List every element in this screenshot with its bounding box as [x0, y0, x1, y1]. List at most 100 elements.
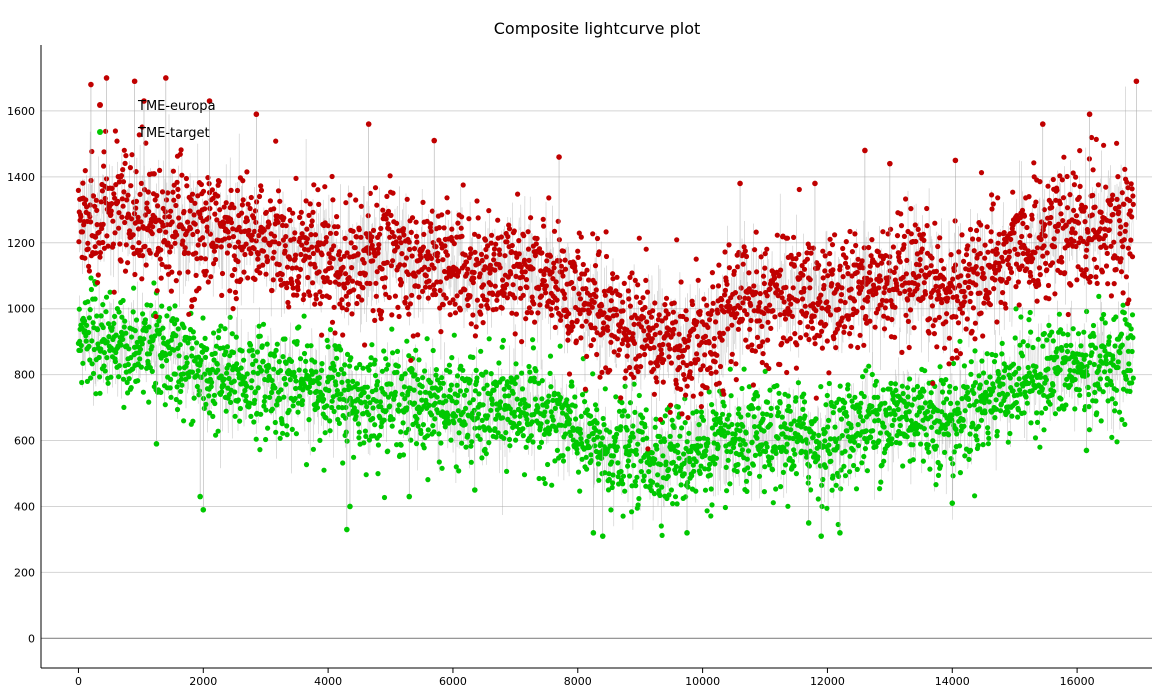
data-point: [1020, 339, 1026, 345]
data-point: [386, 226, 392, 232]
data-point: [440, 380, 446, 386]
data-point: [215, 367, 221, 373]
data-point: [619, 341, 625, 347]
data-point: [702, 333, 709, 339]
data-point: [294, 338, 300, 345]
data-point: [648, 314, 655, 320]
data-point: [979, 358, 985, 364]
data-point: [820, 248, 826, 254]
data-point: [420, 199, 426, 205]
data-point: [549, 269, 555, 275]
data-point: [282, 375, 288, 382]
data-point: [207, 205, 213, 212]
data-point: [332, 330, 338, 336]
data-point: [908, 231, 914, 237]
data-point: [453, 464, 459, 470]
data-point: [303, 198, 309, 204]
data-point: [804, 310, 810, 316]
data-point: [436, 459, 442, 465]
data-point: [350, 228, 356, 234]
data-point: [492, 283, 498, 289]
data-point: [248, 250, 254, 256]
data-point: [847, 438, 854, 444]
data-point: [342, 271, 349, 277]
data-point: [445, 209, 451, 215]
data-point: [278, 368, 284, 374]
data-point: [717, 415, 723, 422]
data-point: [666, 466, 672, 472]
data-point: [952, 285, 958, 291]
data-point: [622, 383, 628, 389]
data-point: [283, 223, 289, 229]
data-point: [880, 387, 886, 393]
data-point: [528, 433, 535, 439]
data-point: [387, 234, 393, 240]
data-point: [309, 244, 315, 250]
data-point: [774, 405, 780, 411]
data-point: [644, 319, 650, 325]
data-point: [721, 309, 727, 315]
data-point: [251, 215, 257, 221]
data-point: [481, 386, 487, 392]
data-point: [1047, 401, 1053, 407]
data-point: [391, 234, 397, 240]
data-point: [303, 240, 310, 246]
data-point: [479, 417, 485, 423]
data-point: [116, 363, 122, 369]
data-point: [284, 264, 291, 270]
data-point: [673, 381, 679, 387]
data-point: [929, 303, 936, 309]
data-point: [273, 429, 279, 435]
data-point: [275, 219, 281, 225]
data-point: [1033, 364, 1039, 370]
data-point: [218, 244, 224, 250]
data-point: [745, 296, 752, 302]
data-point: [504, 281, 510, 288]
data-point: [597, 374, 603, 380]
data-point: [108, 208, 114, 214]
data-point: [312, 232, 319, 238]
data-point: [356, 435, 362, 441]
data-point: [1010, 361, 1017, 367]
data-point: [888, 411, 894, 417]
data-point: [980, 333, 986, 339]
data-point: [298, 209, 304, 215]
data-point: [1051, 388, 1057, 394]
data-point: [457, 388, 463, 394]
data-point-outlier: [1083, 447, 1090, 454]
data-point: [599, 303, 605, 309]
data-point: [411, 387, 417, 393]
data-point: [178, 376, 185, 382]
data-point: [988, 229, 994, 235]
data-point: [1045, 366, 1051, 372]
data-point: [947, 289, 953, 295]
data-point: [693, 256, 699, 262]
data-point: [500, 277, 506, 283]
data-point: [189, 345, 195, 351]
data-point: [831, 336, 837, 342]
data-point: [854, 466, 860, 472]
data-point: [415, 332, 421, 338]
data-point: [890, 244, 897, 250]
data-point: [869, 237, 875, 243]
data-point: [463, 444, 469, 450]
data-point: [424, 433, 431, 439]
data-point: [241, 269, 247, 275]
data-point: [713, 411, 719, 417]
data-point: [662, 413, 668, 419]
data-point: [787, 309, 793, 315]
data-point: [715, 283, 722, 289]
data-point: [732, 436, 739, 442]
data-point: [425, 295, 431, 301]
data-point: [449, 355, 455, 361]
data-point: [642, 351, 648, 358]
data-point: [974, 437, 980, 443]
data-point: [697, 470, 703, 476]
data-point: [80, 180, 86, 186]
data-point: [206, 410, 213, 416]
data-point: [633, 451, 640, 457]
data-point: [950, 473, 956, 479]
data-point: [544, 404, 550, 410]
data-point: [167, 249, 173, 255]
data-point: [1034, 419, 1041, 425]
